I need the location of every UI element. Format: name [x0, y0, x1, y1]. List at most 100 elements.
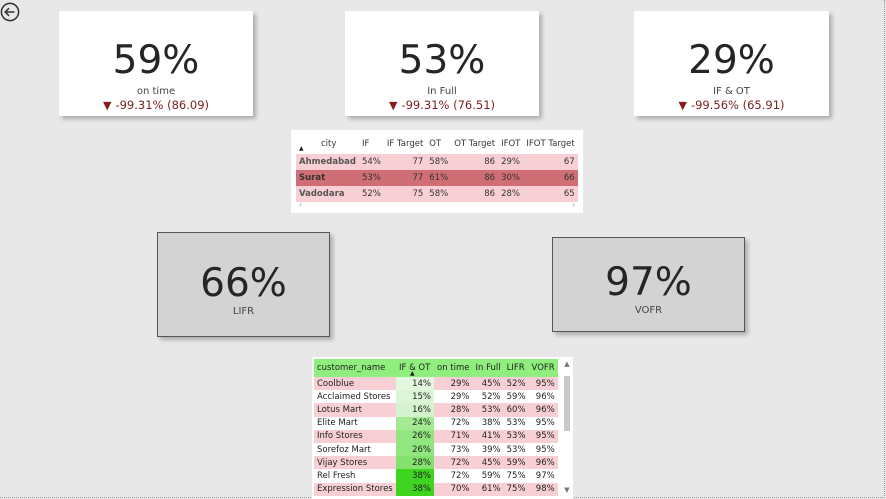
table-cell: 86	[451, 154, 499, 170]
table-cell: 96%	[528, 403, 558, 417]
table-cell: 59%	[503, 456, 529, 470]
table-cell: 61%	[472, 482, 504, 496]
table-cell: 95%	[528, 416, 558, 430]
table-cell: Elite Mart	[314, 416, 396, 430]
table-cell: 60%	[503, 403, 529, 417]
column-header-if-ot[interactable]: IF & OT ▲	[396, 359, 434, 377]
table-row[interactable]: Vadodara 52% 75 58% 86 28% 65	[296, 186, 578, 202]
table-cell: 53%	[503, 416, 529, 430]
table-cell: 71%	[434, 429, 473, 443]
kpi-value: 97%	[605, 260, 692, 305]
table-row[interactable]: Info Stores 26% 71% 41% 53% 95%	[314, 429, 558, 443]
table-cell: 86	[451, 186, 499, 202]
table-cell: 72%	[434, 469, 473, 483]
table-row[interactable]: Surat 53% 77 61% 86 30% 66	[296, 170, 578, 186]
kpi-value: 66%	[200, 261, 287, 306]
table-cell: 28%	[498, 186, 524, 202]
column-header-if[interactable]: IF	[361, 138, 370, 149]
column-header-ot[interactable]: OT	[429, 138, 442, 149]
table-cell: 65	[523, 186, 578, 202]
table-cell: 66	[523, 170, 578, 186]
table-cell: 59%	[472, 469, 504, 483]
table-row[interactable]: Coolblue 14% 29% 45% 52% 95%	[314, 377, 558, 391]
table-row[interactable]: Acclaimed Stores 15% 29% 52% 59% 96%	[314, 390, 558, 404]
table-cell: Vadodara	[296, 186, 359, 202]
table-cell: 52%	[503, 377, 529, 391]
table-cell: 73%	[434, 442, 473, 457]
kpi-change: ▼ -99.31% (86.09)	[102, 98, 210, 112]
table-cell: 52%	[358, 186, 384, 202]
sort-ascending-icon: ▲	[410, 370, 415, 377]
kpi-card-in-full[interactable]: 53% In Full ▼ -99.31% (76.51)	[345, 11, 539, 116]
column-header-if-target[interactable]: IF Target	[386, 138, 424, 149]
table-cell: 39%	[472, 442, 504, 457]
table-cell: 54%	[358, 154, 384, 170]
table-cell: 96%	[528, 390, 558, 404]
table-row[interactable]: Elite Mart 24% 72% 38% 53% 95%	[314, 416, 558, 430]
table-row[interactable]: Expression Stores 38% 70% 61% 75% 98%	[314, 482, 558, 496]
table-row[interactable]: Lotus Mart 16% 28% 53% 60% 96%	[314, 403, 558, 417]
kpi-value: 59%	[112, 38, 200, 83]
table-cell: 14%	[396, 377, 434, 391]
scroll-down-icon[interactable]: ▼	[564, 486, 570, 494]
column-header-on-time[interactable]: on time	[434, 359, 473, 377]
table-cell: 75	[383, 186, 427, 202]
table-row[interactable]: Ahmedabad 54% 77 58% 86 29% 67	[296, 154, 578, 170]
column-header-ifot[interactable]: IFOT	[501, 138, 521, 149]
table-cell: Acclaimed Stores	[314, 390, 396, 404]
table-cell: Sorefoz Mart	[314, 442, 396, 457]
table-cell: 41%	[472, 429, 504, 443]
kpi-label: In Full	[427, 86, 457, 97]
table-cell: 38%	[472, 416, 504, 430]
table-cell: 61%	[426, 170, 452, 186]
scroll-left-icon[interactable]: ‹	[299, 201, 302, 209]
table-cell: 95%	[528, 442, 558, 457]
down-triangle-icon: ▼	[388, 99, 398, 112]
table-row[interactable]: Sorefoz Mart 26% 73% 39% 53% 95%	[314, 442, 558, 457]
table-cell: 26%	[396, 442, 434, 457]
kpi-card-lifr[interactable]: 66% LIFR	[157, 232, 330, 337]
scroll-up-icon[interactable]: ▲	[564, 360, 570, 368]
column-header-ifot-target[interactable]: IFOT Target	[526, 138, 575, 149]
table-cell: 26%	[396, 429, 434, 443]
vertical-scrollbar[interactable]: ▲ ▼	[563, 360, 571, 494]
table-cell: 29%	[498, 154, 524, 170]
customer-table-visual[interactable]: customer_name IF & OT ▲ on time In Full L…	[312, 357, 573, 499]
column-header-lifr[interactable]: LIFR	[503, 359, 529, 377]
table-cell: 72%	[434, 456, 473, 470]
scrollbar-thumb[interactable]	[564, 376, 570, 431]
table-cell: 70%	[434, 482, 473, 496]
sort-ascending-icon: ▲	[299, 145, 304, 152]
table-cell: Vijay Stores	[314, 456, 396, 470]
table-row[interactable]: Rel Fresh 38% 72% 59% 75% 97%	[314, 469, 558, 483]
column-header-in-full[interactable]: In Full	[472, 359, 504, 377]
table-cell: 29%	[434, 390, 473, 404]
table-cell: 95%	[528, 377, 558, 391]
kpi-value: 29%	[688, 38, 775, 83]
table-cell: 28%	[434, 403, 473, 417]
back-arrow-icon[interactable]	[0, 2, 20, 22]
scroll-right-icon[interactable]: ›	[572, 201, 575, 209]
customer-table: customer_name IF & OT ▲ on time In Full L…	[314, 359, 558, 496]
table-cell: 77	[383, 154, 427, 170]
table-cell: 97%	[528, 469, 558, 483]
column-header-customer-name[interactable]: customer_name	[314, 359, 396, 377]
table-cell: Expression Stores	[314, 482, 396, 496]
kpi-card-if-ot[interactable]: 29% IF & OT ▼ -99.56% (65.91)	[634, 11, 829, 116]
kpi-card-vofr[interactable]: 97% VOFR	[552, 237, 745, 332]
table-cell: 58%	[426, 154, 452, 170]
kpi-card-on-time[interactable]: 59% on time ▼ -99.31% (86.09)	[59, 11, 253, 116]
table-row[interactable]: Vijay Stores 28% 72% 45% 59% 96%	[314, 456, 558, 470]
column-header-city[interactable]: city ▲	[299, 138, 337, 153]
table-cell: 75%	[503, 469, 529, 483]
table-cell: 15%	[396, 390, 434, 404]
column-header-ot-target[interactable]: OT Target	[454, 138, 496, 149]
horizontal-scrollbar[interactable]: ‹ ›	[296, 201, 578, 209]
table-cell: 77	[383, 170, 427, 186]
column-header-vofr[interactable]: VOFR	[528, 359, 558, 377]
table-cell: Lotus Mart	[314, 403, 396, 417]
city-table-visual[interactable]: city ▲ IF IF Target OT OT Target IFOT IFO…	[291, 130, 583, 213]
table-cell: 24%	[396, 416, 434, 430]
table-cell: 53%	[503, 429, 529, 443]
table-cell: 38%	[396, 469, 434, 483]
